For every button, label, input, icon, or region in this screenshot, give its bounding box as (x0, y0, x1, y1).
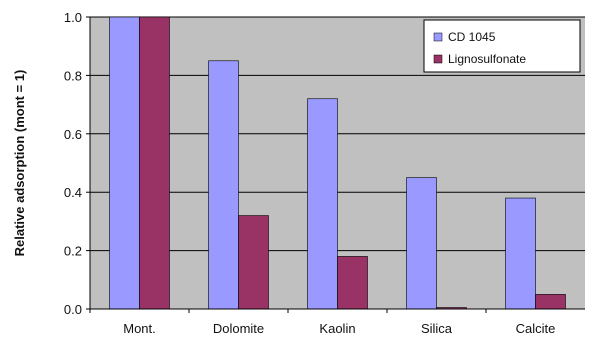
bar-cd-1045-mont- (109, 16, 140, 310)
bar-lignosulfonate-dolomite (238, 215, 269, 310)
bar-cd-1045-dolomite (208, 60, 239, 310)
y-tick-label: 0.4 (64, 185, 82, 200)
y-tick-label: 0.8 (64, 68, 82, 83)
x-tick-label: Dolomite (213, 321, 264, 336)
legend-swatch-cd-1045 (433, 32, 443, 42)
legend-swatch-lignosulfonate (433, 54, 443, 64)
x-tick-labels: Mont. Dolomite Kaolin Silica Calcite (89, 309, 556, 336)
bar-cd-1045-silica (406, 177, 437, 310)
x-tick-label: Mont. (123, 321, 156, 336)
bar-cd-1045-kaolin (307, 98, 338, 310)
x-tick-label: Silica (421, 321, 453, 336)
bar-cd-1045-calcite (505, 197, 536, 310)
y-axis-title: Relative adsorption (mont = 1) (12, 70, 27, 257)
legend-box (423, 19, 581, 73)
y-tick-label: 1.0 (64, 10, 82, 25)
legend-label-cd-1045: CD 1045 (448, 30, 496, 44)
y-tick-label: 0.0 (64, 302, 82, 317)
bars (109, 16, 566, 310)
bar-lignosulfonate-calcite (535, 294, 566, 310)
y-tick-label: 0.2 (64, 244, 82, 259)
x-tick-label: Calcite (516, 321, 556, 336)
legend-label-lignosulfonate: Lignosulfonate (448, 52, 526, 66)
bar-lignosulfonate-mont- (139, 16, 170, 310)
bar-lignosulfonate-kaolin (337, 256, 368, 310)
legend: CD 1045 Lignosulfonate (423, 19, 581, 73)
x-tick-label: Kaolin (319, 321, 355, 336)
y-tick-label: 0.6 (64, 127, 82, 142)
y-tick-labels: 0.0 0.2 0.4 0.6 0.8 1.0 (64, 10, 90, 317)
